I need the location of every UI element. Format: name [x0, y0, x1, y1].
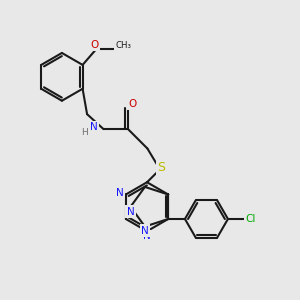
- Text: O: O: [129, 99, 137, 109]
- Text: N: N: [127, 206, 134, 217]
- Text: N: N: [116, 188, 124, 198]
- Text: H: H: [82, 128, 88, 136]
- Text: N: N: [90, 122, 98, 132]
- Text: N: N: [141, 226, 149, 236]
- Text: N: N: [142, 231, 150, 241]
- Text: S: S: [157, 161, 165, 174]
- Text: CH₃: CH₃: [115, 41, 131, 50]
- Text: O: O: [91, 40, 99, 50]
- Text: Cl: Cl: [245, 214, 256, 224]
